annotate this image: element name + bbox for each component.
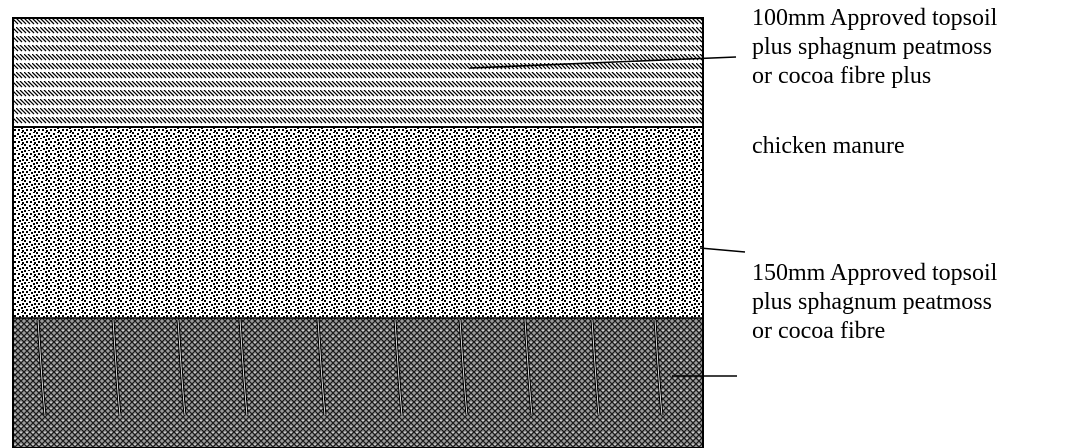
top-layer: [13, 18, 703, 127]
root-highlight: [654, 319, 663, 416]
bottom-layer: [13, 318, 703, 448]
middle-label-line-2: plus sphagnum peatmoss: [752, 289, 992, 315]
top-layer-label-continuation: chicken manure: [752, 132, 905, 161]
root-highlight: [459, 319, 468, 416]
root-highlight: [591, 319, 600, 416]
leader-line-top: [469, 56, 737, 69]
root-highlight: [524, 319, 533, 416]
root-highlight: [317, 319, 326, 416]
root-highlight: [239, 319, 248, 416]
middle-layer-label: 150mm Approved topsoil plus sphagnum pea…: [752, 259, 997, 346]
root-highlight: [394, 319, 403, 416]
top-layer-label: 100mm Approved topsoil plus sphagnum pea…: [752, 4, 997, 91]
top-label-line-2: plus sphagnum peatmoss: [752, 34, 992, 60]
root-highlight: [37, 319, 46, 416]
roots-group: [36, 319, 664, 416]
top-label-line-3: or cocoa fibre plus: [752, 63, 932, 89]
middle-label-line-1: 150mm Approved topsoil: [752, 260, 998, 286]
top-label-line-4: chicken manure: [752, 133, 905, 159]
top-label-line-1: 100mm Approved topsoil: [752, 5, 998, 31]
root-highlight: [177, 319, 186, 416]
diagram-outline: [12, 17, 704, 448]
middle-layer: [13, 127, 703, 318]
leader-line-middle: [699, 247, 746, 253]
root-highlight: [112, 319, 121, 416]
middle-label-line-3: or cocoa fibre: [752, 318, 886, 344]
